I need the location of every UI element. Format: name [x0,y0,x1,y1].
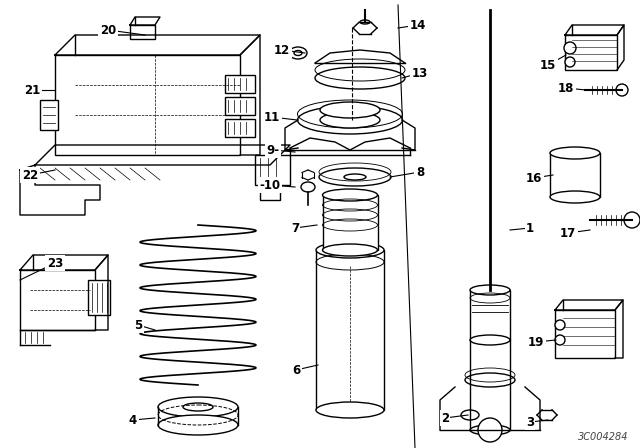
Ellipse shape [323,189,378,201]
Ellipse shape [301,182,315,192]
Ellipse shape [360,20,370,24]
Bar [88,280,110,315]
Text: 1: 1 [526,221,534,234]
Ellipse shape [316,242,384,258]
Ellipse shape [470,285,510,295]
Ellipse shape [183,403,213,411]
Text: 16: 16 [526,172,542,185]
Text: 6: 6 [292,363,300,376]
Text: 11: 11 [264,111,280,124]
Ellipse shape [320,102,380,118]
Ellipse shape [294,51,302,56]
Circle shape [565,57,575,67]
Ellipse shape [470,425,510,435]
Bar [565,35,617,70]
Bar [255,155,290,185]
Ellipse shape [344,174,366,180]
Ellipse shape [289,47,307,59]
Text: 12: 12 [274,43,290,56]
Ellipse shape [461,410,479,420]
Ellipse shape [550,147,600,159]
Text: 20: 20 [100,23,116,36]
Ellipse shape [320,112,380,128]
Text: 21: 21 [24,83,40,96]
Ellipse shape [323,244,378,256]
Bar [225,119,255,137]
Text: 13: 13 [412,66,428,79]
Bar [550,153,600,197]
Ellipse shape [465,373,515,387]
Circle shape [564,42,576,54]
Circle shape [478,418,502,442]
Ellipse shape [158,397,238,417]
Text: 14: 14 [410,18,426,31]
Circle shape [555,320,565,330]
Text: 17: 17 [560,227,576,240]
Ellipse shape [319,168,391,186]
Bar [130,25,155,39]
Bar [225,97,255,115]
Ellipse shape [316,402,384,418]
Text: 8: 8 [416,165,424,178]
Bar [323,195,378,250]
Text: 5: 5 [134,319,142,332]
Ellipse shape [315,67,405,89]
Bar [225,75,255,93]
Bar [20,270,95,330]
Text: 19: 19 [528,336,544,349]
Text: 22: 22 [22,168,38,181]
FancyBboxPatch shape [55,55,240,155]
Bar [40,100,58,130]
Bar [470,290,510,340]
Bar [260,185,280,200]
Text: 23: 23 [47,257,63,270]
Ellipse shape [158,415,238,435]
Text: -10: -10 [259,178,280,191]
Text: 3: 3 [526,415,534,428]
Text: 3C004284: 3C004284 [577,432,628,442]
Ellipse shape [470,335,510,345]
Ellipse shape [550,191,600,203]
Text: 9-: 9- [266,143,280,156]
Circle shape [555,335,565,345]
Text: 18: 18 [558,82,574,95]
Text: 7: 7 [291,221,299,234]
Circle shape [624,212,640,228]
Ellipse shape [298,106,403,134]
Text: 15: 15 [540,59,556,72]
Bar [316,250,384,410]
Bar [555,310,615,358]
Text: 4: 4 [129,414,137,426]
Text: 2: 2 [441,412,449,425]
Circle shape [616,84,628,96]
